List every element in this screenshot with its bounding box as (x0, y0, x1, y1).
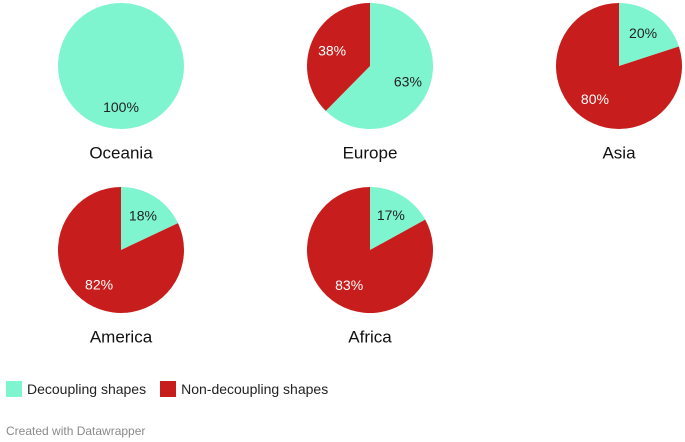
pie-label-europe-decoupling: 63% (394, 74, 422, 90)
pie-label-asia-non-decoupling: 80% (581, 91, 609, 107)
pie-title-america: America (90, 328, 153, 347)
pie-title-asia: Asia (602, 144, 636, 163)
pie-label-asia-decoupling: 20% (629, 25, 657, 41)
credit-text: Created with Datawrapper (6, 424, 146, 438)
legend: Decoupling shapes Non-decoupling shapes (6, 381, 342, 397)
legend-label-decoupling: Decoupling shapes (27, 381, 147, 397)
pie-label-africa-decoupling: 17% (377, 207, 405, 223)
pie-slice-asia-non-decoupling (556, 3, 683, 130)
pie-europe: 63% 38% Europe (307, 3, 433, 163)
pie-title-africa: Africa (348, 328, 392, 347)
pie-oceania: 100% Oceania (58, 3, 184, 163)
pie-label-oceania-decoupling: 100% (103, 99, 139, 115)
pie-america: 18% 82% America (58, 187, 185, 347)
pie-label-europe-non-decoupling: 38% (318, 42, 346, 58)
legend-swatch-non-decoupling (160, 381, 177, 397)
pie-label-america-non-decoupling: 82% (85, 277, 113, 293)
pie-chart-grid: 100% Oceania 63% 38% Europe 20% 80% Asia 18% 82% A… (58, 3, 683, 347)
legend-label-non-decoupling: Non-decoupling shapes (181, 381, 329, 397)
pie-slice-europe-decoupling (325, 3, 433, 129)
legend-swatch-decoupling (6, 381, 22, 397)
pie-slice-america-decoupling (121, 187, 179, 250)
legend-item-decoupling: Decoupling shapes (6, 381, 146, 397)
pie-slice-america-non-decoupling (58, 187, 185, 313)
pie-slice-oceania-decoupling (58, 3, 184, 129)
pie-slice-africa-decoupling (370, 187, 426, 250)
pie-africa: 17% 83% Africa (307, 187, 433, 347)
pie-label-america-decoupling: 18% (129, 207, 157, 223)
pie-slice-europe-non-decoupling (307, 3, 370, 111)
pie-label-africa-non-decoupling: 83% (335, 277, 363, 293)
pie-title-oceania: Oceania (89, 144, 153, 163)
pie-slice-asia-decoupling (619, 3, 679, 66)
pie-asia: 20% 80% Asia (556, 3, 683, 163)
pie-title-europe: Europe (343, 144, 398, 163)
pie-slice-africa-non-decoupling (307, 187, 433, 313)
legend-item-non-decoupling: Non-decoupling shapes (160, 381, 328, 397)
